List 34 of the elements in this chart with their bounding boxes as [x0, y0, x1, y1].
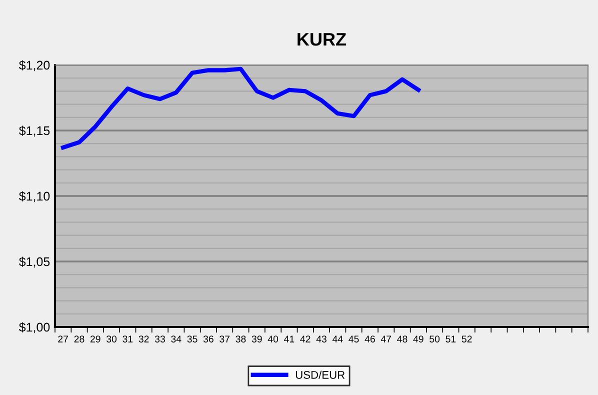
x-tick-label: 31: [122, 336, 133, 342]
x-tick-label: 29: [90, 336, 100, 342]
x-tick-label: 50: [430, 336, 440, 342]
x-tick-label: 47: [380, 336, 392, 342]
x-tick-label: 38: [236, 336, 246, 342]
x-tick-label: 30: [106, 336, 117, 342]
x-tick-label: 39: [252, 336, 262, 342]
x-tick-label: 45: [348, 336, 359, 342]
line-series: [60, 66, 420, 150]
x-tick-label: 52: [462, 336, 472, 342]
legend-label: USD/EUR: [296, 370, 345, 379]
x-tick-label: 28: [74, 336, 84, 342]
x-tick-label: 27: [58, 336, 68, 342]
x-tick-label: 41: [284, 336, 294, 342]
x-tick-label: 48: [397, 336, 408, 342]
y-tick-label: $1,20: [18, 60, 50, 72]
x-tick-label: 40: [268, 336, 278, 342]
y-tick-label: $1,05: [18, 256, 50, 268]
x-tick-label: 49: [413, 336, 424, 342]
y-tick-label: $1,00: [18, 322, 50, 334]
x-tick-label: 35: [187, 336, 198, 342]
x-tick-label: 33: [154, 336, 165, 342]
x-tick-label: 43: [316, 336, 326, 342]
x-tick-label: 42: [300, 336, 310, 342]
x-tick-label: 36: [203, 336, 214, 342]
x-tick-label: 51: [446, 336, 456, 342]
x-tick-label: 37: [220, 336, 230, 342]
chart-title: KURZ: [298, 33, 346, 46]
x-tick-label: 46: [364, 336, 375, 342]
x-tick-label: 32: [138, 336, 149, 342]
x-tick-label: 44: [332, 336, 343, 342]
y-tick-label: $1,10: [18, 191, 50, 202]
x-tick-label: 34: [171, 336, 182, 342]
y-tick-label: $1,15: [18, 126, 50, 137]
